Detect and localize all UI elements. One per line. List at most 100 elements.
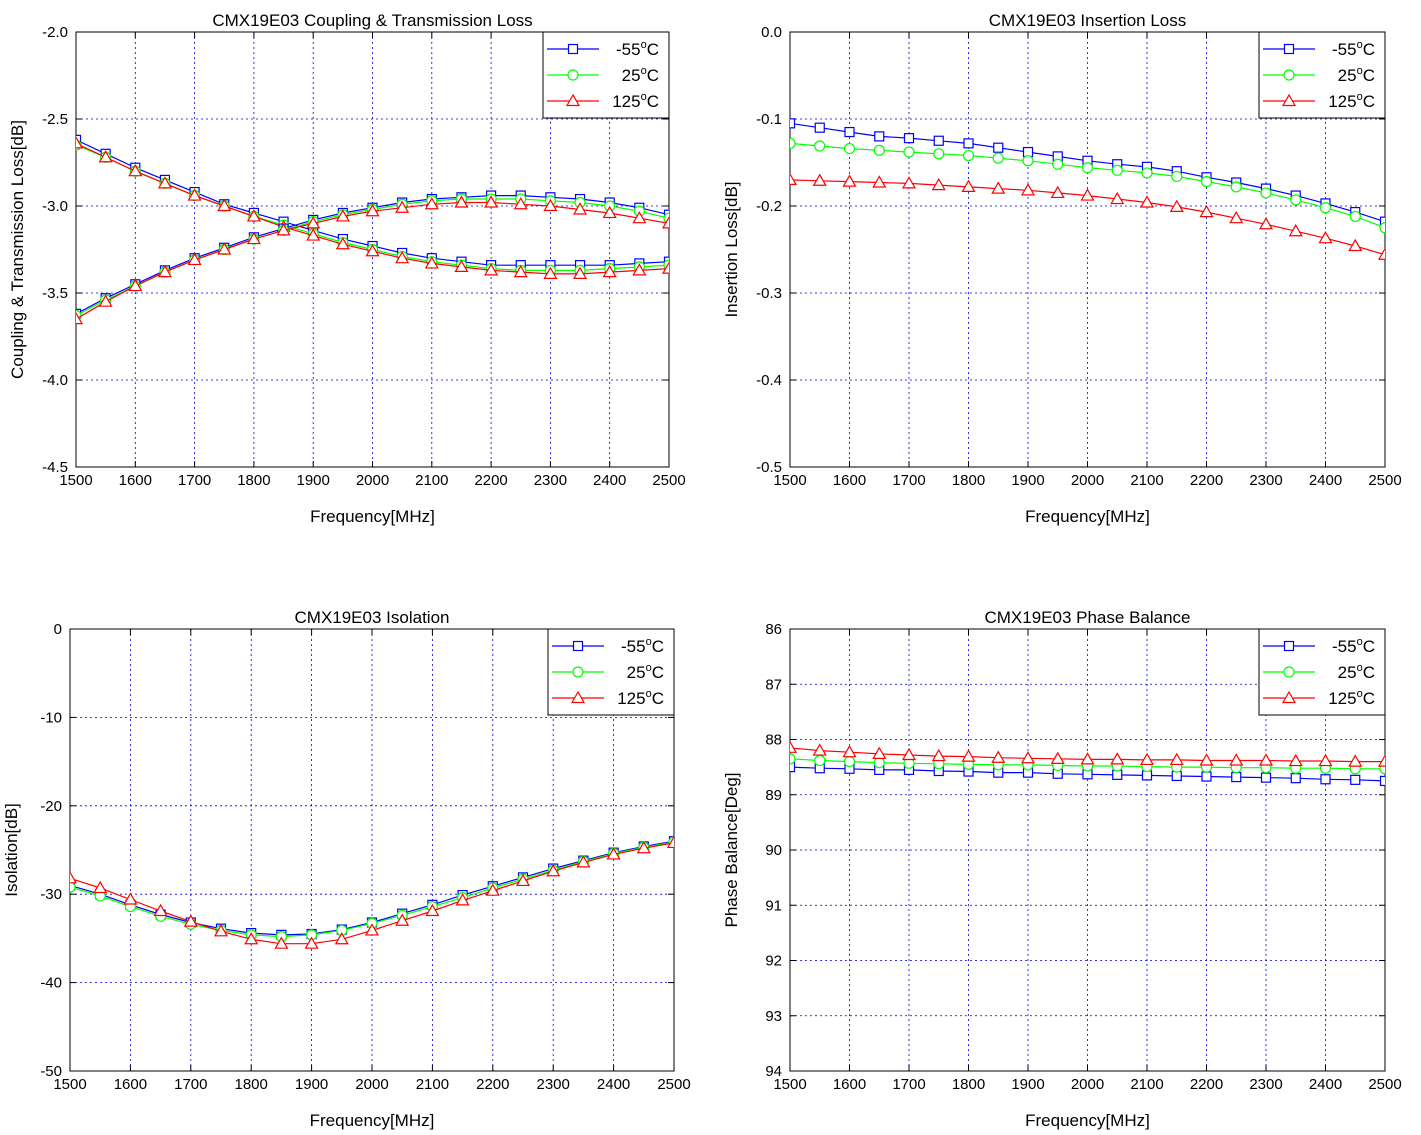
data-point <box>874 131 885 142</box>
data-point <box>814 140 826 152</box>
legend-label: -55oC <box>616 39 659 59</box>
data-point <box>1377 247 1385 260</box>
x-tick-label: 2300 <box>537 1076 570 1093</box>
data-point <box>1110 191 1125 205</box>
x-tick-label: 1600 <box>114 1076 147 1093</box>
data-point <box>1258 753 1274 766</box>
x-tick-label: 1900 <box>1011 472 1044 489</box>
x-axis-label: Frequency[MHz] <box>310 507 435 526</box>
data-point <box>1141 167 1153 179</box>
x-tick-label: 1600 <box>833 1076 866 1093</box>
data-point <box>274 936 289 949</box>
x-tick-label: 1700 <box>174 1076 207 1093</box>
legend-label: 125oC <box>612 91 659 111</box>
y-tick-label: 94 <box>765 1063 782 1080</box>
data-point <box>98 150 113 163</box>
y-tick-label: 90 <box>765 842 782 859</box>
data-point <box>157 176 172 189</box>
data-point <box>1110 752 1125 765</box>
data-point <box>1169 199 1184 212</box>
chart-title: CMX19E03 Coupling & Transmission Loss <box>212 11 532 30</box>
data-point <box>901 747 917 761</box>
chart-title: CMX19E03 Phase Balance <box>984 608 1190 627</box>
legend-label: 125oC <box>1328 91 1375 111</box>
data-point <box>1139 195 1155 208</box>
data-point <box>636 841 651 854</box>
x-axis-label: Frequency[MHz] <box>310 1111 435 1130</box>
data-point <box>844 126 855 138</box>
data-point <box>1171 170 1183 183</box>
y-axis-label: Phase Balance[Deg] <box>722 773 741 928</box>
data-point <box>515 873 531 887</box>
data-point <box>901 176 917 189</box>
x-tick-label: 2000 <box>1071 472 1104 489</box>
data-point <box>335 237 350 250</box>
data-point <box>424 256 439 269</box>
x-tick-label: 1900 <box>295 1076 328 1093</box>
data-point <box>1379 216 1385 227</box>
legend-label: 25oC <box>1338 662 1375 682</box>
data-point <box>1320 774 1331 785</box>
y-tick-label: -40 <box>40 975 62 992</box>
legend-label: -55oC <box>1332 636 1375 656</box>
y-tick-label: 88 <box>765 732 782 749</box>
legend-label: 25oC <box>627 662 664 682</box>
plot-area <box>76 134 669 325</box>
data-point <box>1350 774 1361 785</box>
data-point <box>543 266 558 279</box>
data-point <box>872 175 887 188</box>
data-point <box>213 924 229 937</box>
data-point <box>76 136 84 149</box>
x-axis-label: Frequency[MHz] <box>1025 1111 1150 1130</box>
chart-panel-3: 1500 1600 1700 1800 1900 2000 2100 2200 2300 2400… <box>2 608 691 1130</box>
x-tick-label: 2200 <box>1190 472 1223 489</box>
data-point <box>842 174 857 187</box>
data-point <box>365 244 380 257</box>
data-point <box>1260 187 1272 199</box>
data-point <box>873 144 885 156</box>
data-point <box>513 264 528 278</box>
data-point <box>1349 210 1361 223</box>
x-tick-label: 1700 <box>892 1076 925 1093</box>
data-point <box>1379 775 1385 787</box>
data-point <box>961 179 976 192</box>
series-125C-2 <box>76 136 669 279</box>
data-point <box>933 135 944 146</box>
legend-marker <box>1281 93 1297 107</box>
data-point <box>70 871 78 884</box>
x-tick-label: 1900 <box>297 472 330 489</box>
x-tick-label: 1700 <box>178 472 211 489</box>
data-point <box>1112 769 1123 780</box>
data-point <box>1201 771 1212 782</box>
data-point <box>1139 752 1155 766</box>
y-tick-label: 0.0 <box>761 24 782 41</box>
series-125C-2 <box>70 835 674 949</box>
y-tick-label: 93 <box>765 1008 782 1025</box>
data-point <box>157 264 172 278</box>
data-point <box>993 142 1004 153</box>
data-point <box>76 311 84 325</box>
legend-label: 25oC <box>1338 65 1375 85</box>
x-tick-label: 2000 <box>355 1076 388 1093</box>
x-tick-label: 2400 <box>597 1076 630 1093</box>
data-point <box>903 133 915 144</box>
y-tick-label: -2.5 <box>42 111 68 128</box>
x-tick-label: 2100 <box>415 472 448 489</box>
x-tick-label: 2200 <box>476 1076 509 1093</box>
chart-title: CMX19E03 Insertion Loss <box>989 11 1187 30</box>
data-point <box>455 893 470 906</box>
legend-marker <box>565 93 581 107</box>
series-25C-1 <box>790 137 1385 234</box>
data-point <box>454 195 469 208</box>
y-tick-label: 89 <box>765 787 782 804</box>
data-point <box>632 210 647 224</box>
data-point <box>1260 772 1272 783</box>
data-point <box>1081 162 1094 174</box>
x-tick-label: 2100 <box>416 1076 449 1093</box>
data-point <box>602 205 617 219</box>
x-tick-label: 2300 <box>1249 472 1282 489</box>
x-tick-label: 1800 <box>952 472 985 489</box>
data-point <box>183 914 198 927</box>
data-point <box>963 138 974 149</box>
